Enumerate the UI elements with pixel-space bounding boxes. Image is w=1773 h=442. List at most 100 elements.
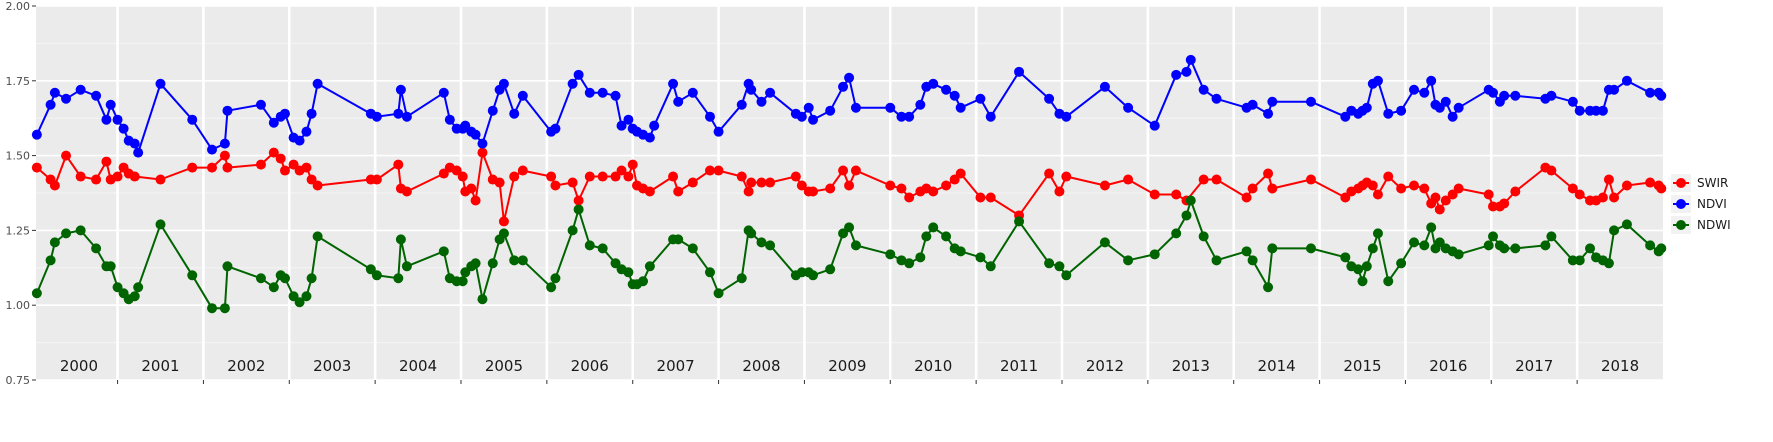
data-point-swir [393,159,404,170]
data-point-swir [796,180,807,191]
data-point-ndwi [1453,249,1464,260]
data-point-ndwi [1014,216,1025,227]
data-point-ndwi [550,273,561,284]
data-point-ndvi [105,99,116,110]
data-point-ndvi [509,108,520,119]
data-point-ndvi [955,102,966,113]
data-point-ndwi [207,303,218,314]
data-point-ndwi [1099,237,1110,248]
data-point-ndwi [306,273,317,284]
data-point-swir [627,159,638,170]
data-point-ndvi [1211,93,1222,104]
data-point-ndvi [668,78,679,89]
data-point-ndwi [477,294,488,305]
data-point-ndwi [1645,240,1656,251]
data-point-ndvi [312,78,323,89]
data-point-swir [494,177,505,188]
data-point-ndvi [915,99,926,110]
data-point-swir [401,186,412,197]
data-point-swir [279,165,290,176]
data-point-swir [470,195,481,206]
data-point-ndvi [1149,120,1160,131]
data-point-ndwi [1054,261,1065,272]
legend-key-marker [1676,220,1686,230]
y-tick-label: 1.00 [6,299,31,312]
data-point-swir [955,168,966,179]
data-point-ndvi [1567,96,1578,107]
data-point-swir [1483,189,1494,200]
data-point-swir [1645,177,1656,188]
data-point-ndwi [1241,246,1252,257]
data-point-swir [1267,183,1278,194]
data-point-swir [904,192,915,203]
data-point-ndwi [371,270,382,281]
data-point-swir [61,150,72,161]
data-point-ndvi [1123,102,1134,113]
data-point-ndvi [1426,75,1437,86]
data-point-swir [457,171,468,182]
year-label: 2008 [742,357,780,375]
data-point-ndvi [941,84,952,95]
year-label: 2011 [1000,357,1038,375]
data-point-ndvi [1061,111,1072,122]
data-point-ndwi [808,270,819,281]
data-point-ndvi [477,138,488,149]
data-point-swir [985,192,996,203]
data-point-ndwi [155,219,166,230]
data-point-ndwi [573,204,584,215]
data-point-swir [1656,183,1667,194]
data-point-swir [584,171,595,182]
data-point-swir [1054,186,1065,197]
data-point-swir [1211,174,1222,185]
year-label: 2004 [399,357,437,375]
data-point-ndwi [1409,237,1420,248]
data-point-ndvi [1597,105,1608,116]
data-point-swir [1597,192,1608,203]
data-point-ndvi [1656,90,1667,101]
y-axis: 0.75 1.00 1.25 1.50 1.75 2.00 [6,0,36,387]
data-point-ndvi [1396,105,1407,116]
data-point-ndvi [301,126,312,137]
data-point-swir [477,147,488,158]
data-point-ndwi [1149,249,1160,260]
data-point-ndwi [1305,243,1316,254]
data-point-ndwi [1567,255,1578,266]
data-point-ndwi [279,273,290,284]
data-point-swir [885,180,896,191]
data-point-ndwi [921,231,932,242]
data-point-swir [1149,189,1160,200]
data-point-ndwi [1171,228,1182,239]
data-point-swir [155,174,166,185]
data-point-swir [756,177,767,188]
data-point-ndvi [268,117,279,128]
data-point-ndvi [1510,90,1521,101]
data-point-swir [1061,171,1072,182]
legend-label-ndvi: NDVI [1697,197,1727,211]
data-point-ndvi [1171,69,1182,80]
year-label: 2003 [313,357,351,375]
data-point-swir [101,156,112,167]
data-point-ndvi [155,78,166,89]
data-point-ndvi [756,96,767,107]
data-point-swir [112,171,123,182]
data-point-swir [1499,198,1510,209]
data-point-ndvi [306,108,317,119]
data-point-swir [616,165,627,176]
legend-label-swir: SWIR [1697,176,1728,190]
data-point-ndwi [704,267,715,278]
data-point-ndwi [1585,243,1596,254]
data-point-ndwi [75,225,86,236]
data-point-swir [746,177,757,188]
data-point-ndwi [45,255,56,266]
data-point-swir [825,183,836,194]
data-point-ndvi [49,87,60,98]
data-point-ndvi [736,99,747,110]
data-point-swir [941,180,952,191]
data-point-ndvi [371,111,382,122]
data-point-swir [129,171,140,182]
data-point-swir [1372,189,1383,200]
data-point-ndvi [1499,90,1510,101]
data-point-swir [808,186,819,197]
data-point-ndvi [1263,108,1274,119]
data-point-ndvi [487,105,498,116]
